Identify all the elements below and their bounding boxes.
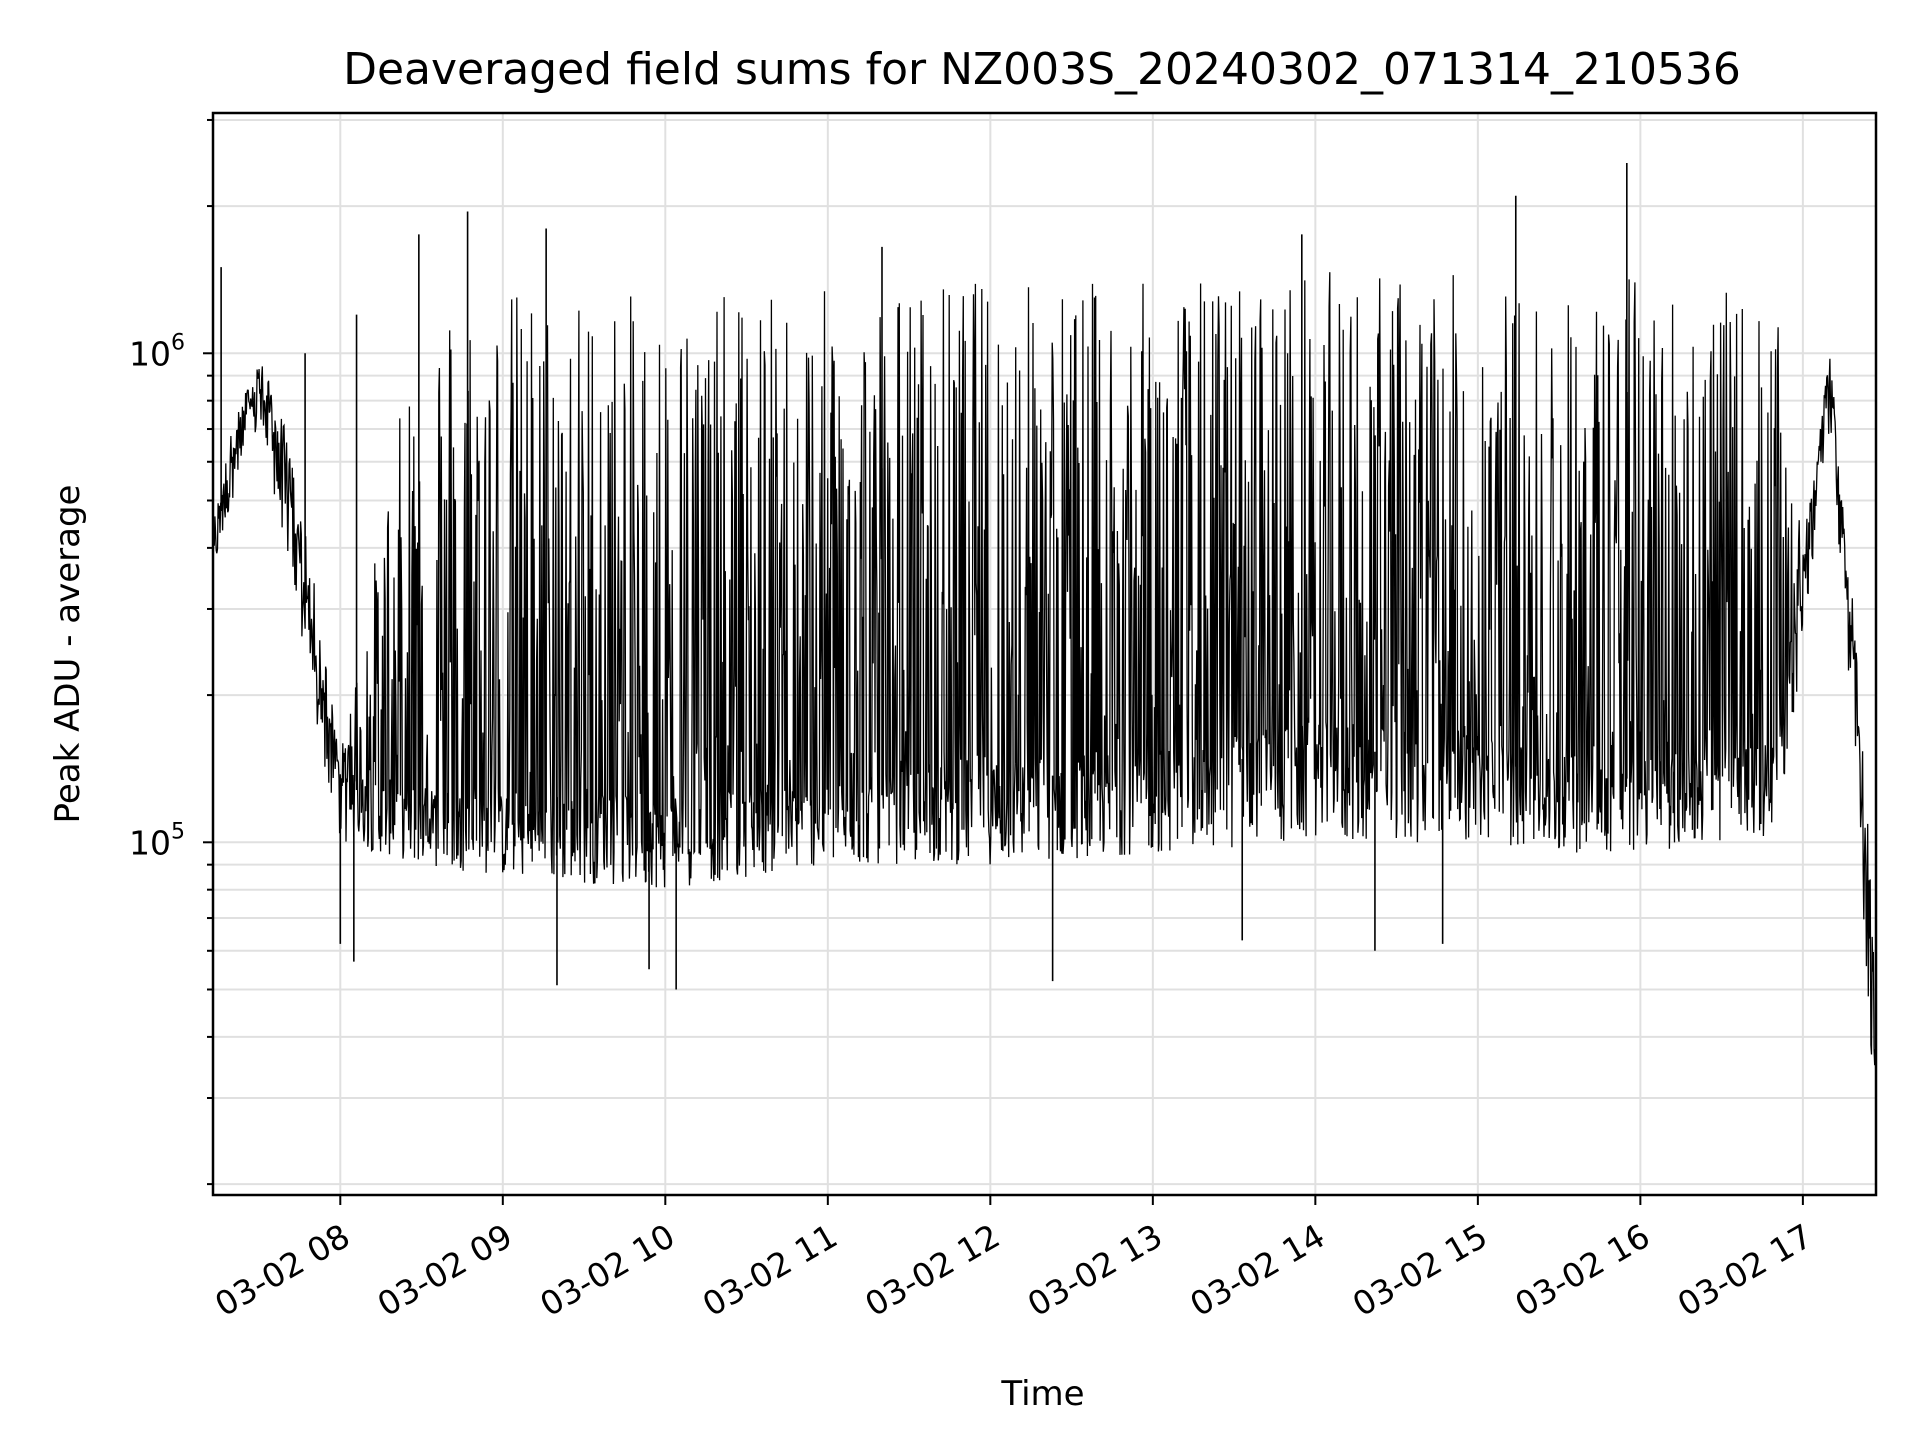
plot-frame <box>211 111 1878 1197</box>
x-axis-label: Time <box>1000 1374 1084 1414</box>
y-tick-label: 105 <box>129 819 185 862</box>
series-line <box>212 272 1877 1102</box>
data-layer <box>212 162 1877 1102</box>
y-axis: 105 106 <box>129 118 213 1186</box>
y-tick-label: 106 <box>129 330 185 373</box>
chart-title: Deaveraged field sums for NZ003S_2024030… <box>343 44 1741 95</box>
y-axis-label: Peak ADU - average <box>48 485 88 824</box>
